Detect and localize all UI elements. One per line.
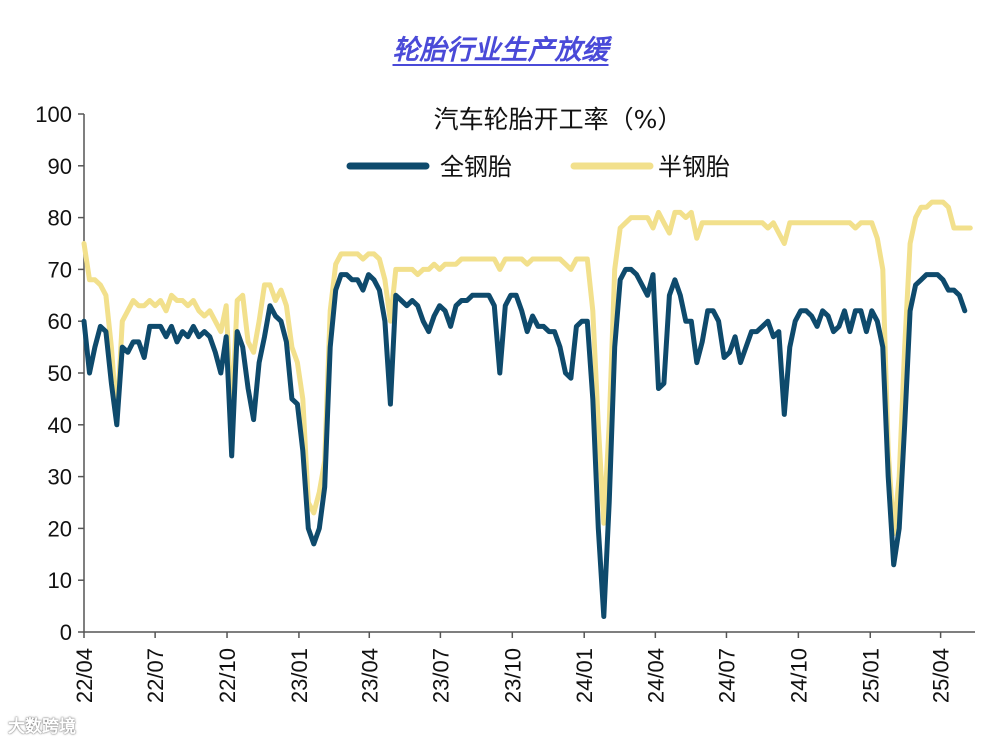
legend-label: 半钢胎	[658, 153, 730, 181]
y-tick-label: 30	[48, 465, 72, 490]
x-tick-label: 22/07	[143, 648, 168, 703]
y-tick-label: 20	[48, 516, 72, 541]
y-tick-label: 0	[60, 620, 72, 645]
headline: 轮胎行业生产放缓	[392, 35, 609, 66]
x-tick-label: 25/04	[929, 648, 954, 703]
series-line-all-steel	[81, 266, 968, 619]
y-axis-ticks: 0 10 20 30 40 50 60 70 80 90 100	[35, 102, 84, 645]
y-tick-label: 40	[48, 413, 72, 438]
x-tick-label: 24/04	[643, 648, 668, 703]
series-lines	[81, 199, 973, 619]
x-tick-label: 24/07	[714, 648, 739, 703]
x-tick-label: 24/10	[786, 648, 811, 703]
axes	[83, 114, 975, 633]
x-tick-label: 23/07	[428, 648, 453, 703]
x-tick-label: 25/01	[858, 648, 883, 703]
y-tick-label: 90	[48, 154, 72, 179]
legend: 全钢胎 半钢胎	[346, 153, 730, 181]
legend-label: 全钢胎	[440, 153, 512, 181]
x-tick-label: 22/04	[72, 648, 97, 703]
x-tick-label: 23/01	[287, 648, 312, 703]
y-tick-label: 10	[48, 568, 72, 593]
y-tick-label: 80	[48, 206, 72, 231]
x-tick-label: 23/04	[357, 648, 382, 703]
y-tick-label: 70	[48, 257, 72, 282]
x-tick-label: 23/10	[500, 648, 525, 703]
x-tick-label: 24/01	[572, 648, 597, 703]
watermark: 大数跨境	[8, 717, 76, 737]
chart-title: 汽车轮胎开工率（%）	[434, 105, 683, 134]
y-tick-label: 100	[35, 102, 72, 127]
x-axis-ticks: 22/04 22/07 22/10 23/01 23/04 23/07 23/10 24/01…	[72, 632, 954, 703]
x-tick-label: 22/10	[215, 648, 240, 703]
y-tick-label: 60	[48, 309, 72, 334]
y-tick-label: 50	[48, 361, 72, 386]
